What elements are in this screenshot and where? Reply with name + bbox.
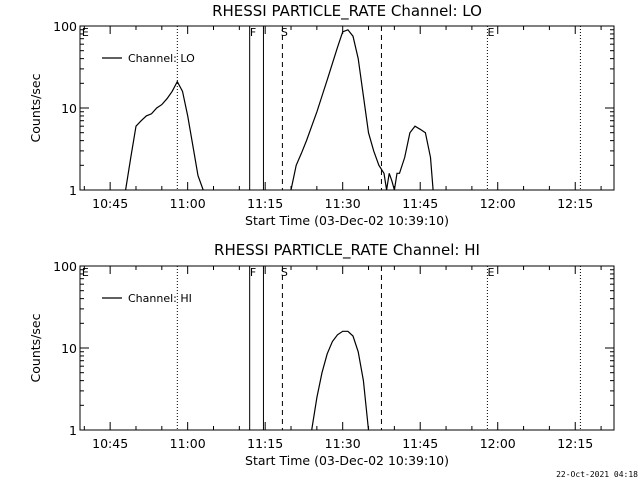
panel-1-x-tick-label: 11:45	[402, 196, 438, 211]
panel-1-x-tick-label: 11:00	[170, 196, 206, 211]
panel-1-x-tick-label: 12:00	[480, 196, 516, 211]
panel-2-flag-label: S	[281, 266, 288, 279]
panel-2-x-tick-label: 11:00	[170, 436, 206, 451]
panel-1-x-tick-label: 11:15	[247, 196, 283, 211]
panel-1-x-tick-label: 11:30	[325, 196, 361, 211]
panel-2-x-tick-label: 12:15	[557, 436, 593, 451]
panel-2-y-tick-label: 100	[53, 259, 77, 274]
panel-2-plot-frame	[79, 265, 615, 431]
panel-1-y-tick-label: 100	[53, 19, 77, 34]
panel-2-series-line-1	[311, 330, 370, 431]
panel-2-x-tick-label: 11:15	[247, 436, 283, 451]
panel-2-y-tick-label: 10	[61, 341, 77, 356]
panel-1-title: RHESSI PARTICLE_RATE Channel: LO	[212, 2, 482, 21]
panel-2-x-tick-label: 10:45	[92, 436, 128, 451]
panel-1-x-axis-title: Start Time (03-Dec-02 10:39:10)	[245, 213, 449, 228]
panel-1-x-tick-label: 12:15	[557, 196, 593, 211]
panel-1-legend-label: Channel: LO	[128, 52, 195, 65]
panel-1-y-tick-label: 1	[69, 183, 77, 198]
panel-2-flag-label: E	[488, 266, 495, 279]
panel-2-x-tick-label: 11:45	[402, 436, 438, 451]
footer-timestamp: 22-Oct-2021 04:18	[556, 470, 638, 479]
panel-1-flag-label: E	[488, 26, 495, 39]
panel-2-x-tick-label: 12:00	[480, 436, 516, 451]
panel-2-y-tick-label: 1	[69, 423, 77, 438]
panel-1-flag-label: F	[250, 26, 256, 39]
panel-1-x-tick-label: 10:45	[92, 196, 128, 211]
panel-2-y-axis-title: Counts/sec	[28, 313, 43, 382]
panel-1-series-line-1	[125, 29, 434, 191]
panel-2-x-axis-title: Start Time (03-Dec-02 10:39:10)	[245, 453, 449, 468]
panel-1-flag-label: S	[281, 26, 288, 39]
panel-1-flag-label: E	[82, 26, 89, 39]
panel-2-flag-label: E	[82, 266, 89, 279]
panel-2-x-tick-label: 11:30	[325, 436, 361, 451]
panel-2-title: RHESSI PARTICLE_RATE Channel: HI	[214, 241, 480, 260]
panel-2-legend-label: Channel: HI	[128, 292, 192, 305]
panel-1-plot-frame	[79, 25, 615, 191]
panel-1-y-tick-label: 10	[61, 101, 77, 116]
panel-1-y-axis-title: Counts/sec	[28, 73, 43, 142]
panel-2-flag-label: F	[250, 266, 256, 279]
